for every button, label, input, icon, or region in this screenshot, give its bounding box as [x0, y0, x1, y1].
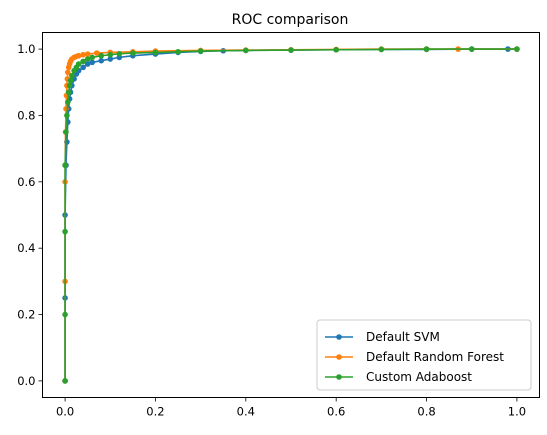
x-tick-label: 0.4: [237, 405, 255, 419]
y-tick-label: 0.8: [17, 108, 35, 122]
x-tick-label: 0.6: [327, 405, 345, 419]
chart-title: ROC comparison: [232, 12, 349, 28]
y-tick-label: 0.4: [17, 241, 35, 255]
data-point: [288, 47, 294, 53]
data-point: [89, 59, 95, 66]
data-point: [93, 50, 100, 56]
y-tick-label: 0.2: [17, 308, 35, 322]
data-point: [107, 51, 114, 58]
data-point: [65, 89, 72, 96]
y-tick-label: 1.0: [17, 42, 35, 56]
data-point: [89, 54, 95, 61]
data-point: [62, 228, 68, 235]
data-point: [63, 129, 69, 135]
y-tick-label: 0.6: [17, 175, 35, 189]
data-point: [75, 52, 82, 59]
data-point: [514, 46, 520, 52]
data-point: [152, 49, 159, 56]
data-point: [116, 50, 123, 57]
x-tick-label: 1.0: [508, 405, 526, 419]
data-point: [243, 47, 249, 54]
data-point: [84, 51, 91, 57]
data-point: [62, 162, 68, 169]
data-point: [65, 99, 71, 105]
legend-label: Default Random Forest: [366, 350, 504, 364]
data-point: [333, 46, 339, 53]
data-point: [80, 51, 86, 58]
data-point: [378, 46, 385, 53]
data-point: [98, 57, 105, 64]
plot-area: [62, 46, 520, 384]
x-tick-label: 0.8: [417, 405, 435, 419]
data-point: [66, 82, 73, 89]
data-point: [62, 378, 68, 384]
data-point: [175, 48, 181, 55]
data-point: [98, 52, 105, 59]
data-point: [423, 46, 430, 52]
legend-label: Default SVM: [366, 330, 440, 344]
legend-swatch-marker: [336, 374, 342, 380]
legend: Default SVM Default Random Forest Custom A…: [316, 319, 532, 391]
data-point: [197, 48, 204, 54]
data-point: [75, 61, 82, 67]
y-tick-label: 0.0: [17, 374, 35, 388]
data-point: [107, 56, 114, 62]
axes-frame: [42, 32, 540, 398]
x-tick-label: 0.2: [146, 405, 164, 419]
legend-swatch-marker: [336, 334, 342, 340]
legend-label: Custom Adaboost: [366, 370, 472, 384]
legend-swatch-marker: [336, 354, 342, 360]
legend-box: [316, 319, 532, 391]
data-point: [64, 112, 70, 119]
data-point: [130, 50, 136, 56]
data-point: [80, 58, 86, 65]
axis-ticks: 0.0 0.2 0.4 0.6 0.8 1.0 0.0 0.2 0.4 0.6 0.8 1.0: [17, 42, 526, 418]
data-point: [84, 61, 91, 67]
series-2: [62, 46, 520, 384]
data-point: [80, 64, 86, 71]
data-point: [62, 311, 68, 318]
data-point: [69, 72, 75, 79]
data-point: [65, 69, 71, 76]
data-point: [84, 56, 91, 62]
x-tick-label: 0.0: [56, 405, 74, 419]
data-point: [468, 46, 475, 52]
data-point: [67, 77, 74, 84]
